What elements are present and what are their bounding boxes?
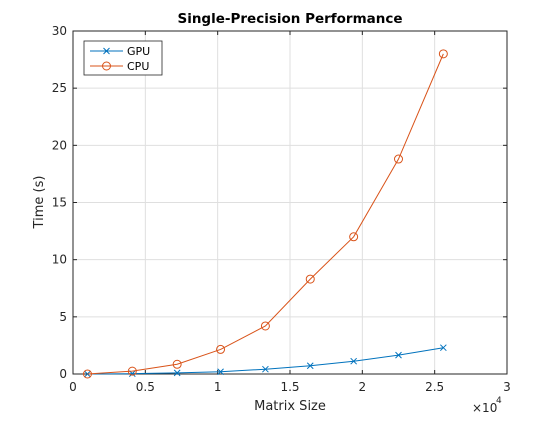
data-point-cpu <box>127 366 137 376</box>
legend-item-cpu: CPU <box>90 60 149 73</box>
data-point-cpu <box>216 344 226 354</box>
series-layer <box>82 49 448 379</box>
data-point-gpu <box>395 351 402 359</box>
x-marker-stroke <box>439 344 447 352</box>
legend-label-cpu: CPU <box>127 60 149 73</box>
x-axis-exponent: ×10 4 <box>472 396 502 415</box>
legend-box <box>83 40 163 76</box>
data-point-gpu <box>306 362 314 370</box>
x-marker-stroke <box>306 362 314 370</box>
data-point-cpu <box>82 369 92 379</box>
series-cpu-line <box>87 53 444 375</box>
data-point-gpu <box>439 344 447 352</box>
x-tick-label: 0 <box>69 380 77 394</box>
data-point-cpu <box>349 232 359 242</box>
data-point-gpu <box>262 365 269 373</box>
data-point-cpu <box>438 49 448 59</box>
series-cpu <box>82 49 448 379</box>
legend-entries: GPU CPU <box>90 45 150 73</box>
x-marker-stroke <box>103 47 110 55</box>
x-marker-stroke <box>350 357 358 365</box>
x-tick-label: 2.5 <box>425 380 444 394</box>
x-tick-label: 0.5 <box>136 380 155 394</box>
data-point-cpu <box>305 274 315 284</box>
x-marker-stroke <box>395 351 402 359</box>
data-point-cpu <box>394 154 403 164</box>
x-marker-stroke <box>128 370 136 378</box>
y-axis-label: Time (s) <box>32 176 47 230</box>
x-axis-exponent-base: ×10 <box>472 401 497 415</box>
x-marker-stroke <box>262 365 269 373</box>
x-tick-label: 1.5 <box>280 380 299 394</box>
x-marker-stroke <box>173 369 181 377</box>
y-tick-label: 5 <box>59 310 67 324</box>
y-tick-label: 30 <box>52 24 67 38</box>
x-axis-exponent-power: 4 <box>496 396 502 406</box>
legend-label-gpu: GPU <box>127 45 150 58</box>
x-marker-stroke <box>217 368 224 376</box>
x-tick-label: 2 <box>359 380 367 394</box>
legend: GPU CPU <box>83 40 163 76</box>
legend-item-gpu: GPU <box>90 45 150 58</box>
legend-marker-gpu <box>103 47 110 55</box>
chart-title: Single-Precision Performance <box>177 11 402 27</box>
data-point-cpu <box>172 359 182 369</box>
y-tick-label: 10 <box>52 253 67 267</box>
y-tick-label: 25 <box>52 81 67 95</box>
x-tick-label: 3 <box>503 380 511 394</box>
y-tick-label: 15 <box>52 196 67 210</box>
data-point-gpu <box>350 357 358 365</box>
data-point-gpu <box>217 368 224 376</box>
y-tick-label: 0 <box>59 367 67 381</box>
data-point-gpu <box>173 369 181 377</box>
legend-marker-cpu <box>102 61 111 71</box>
x-tick-label: 1 <box>214 380 222 394</box>
data-point-cpu <box>260 321 270 331</box>
x-axis-label: Matrix Size <box>254 399 326 414</box>
y-tick-label: 20 <box>52 138 67 152</box>
